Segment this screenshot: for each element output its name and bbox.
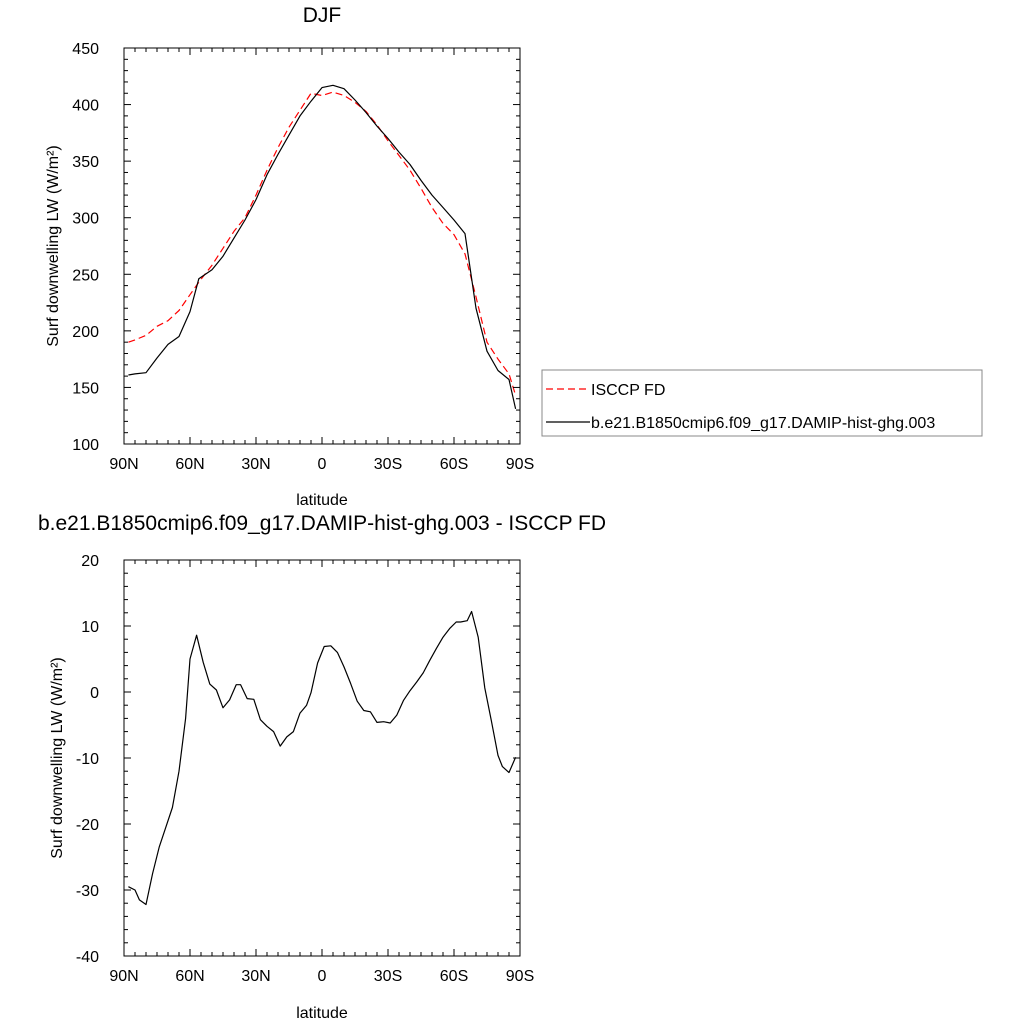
bottom-y-tick-label: 10 — [81, 619, 99, 636]
bottom-y-tick-label: -30 — [76, 883, 99, 900]
top-chart-title: DJF — [303, 4, 342, 27]
legend-label-isccp: ISCCP FD — [591, 382, 665, 399]
top-y-tick-label: 100 — [72, 437, 99, 454]
top-y-tick-label: 400 — [72, 98, 99, 115]
top-series-group — [128, 84, 517, 410]
bottom-x-tick-label: 60S — [440, 968, 468, 985]
top-x-axis-label: latitude — [296, 492, 348, 509]
bottom-y-axis-label: Surf downwelling LW (W/m²) — [49, 657, 66, 859]
bottom-series-line-0 — [128, 610, 517, 906]
top-series-line-0 — [128, 91, 517, 396]
bottom-series-group — [128, 610, 517, 906]
bottom-x-axis-label: latitude — [296, 1005, 348, 1022]
legend: ISCCP FD b.e21.B1850cmip6.f09_g17.DAMIP-… — [541, 369, 983, 437]
top-x-tick-label: 90N — [109, 456, 138, 473]
top-series-line-1 — [128, 84, 517, 410]
top-y-tick-label: 200 — [72, 324, 99, 341]
top-y-tick-label: 250 — [72, 267, 99, 284]
bottom-axes: 90N 60N 30N 0 30S 60S 90S -40 -30 -20 -10 0 10 20 — [76, 553, 534, 985]
top-x-tick-label: 30S — [374, 456, 402, 473]
bottom-y-tick-label: 20 — [81, 553, 99, 570]
top-y-axis-label: Surf downwelling LW (W/m²) — [45, 145, 62, 347]
bottom-x-tick-label: 60N — [175, 968, 204, 985]
top-x-tick-label: 60N — [175, 456, 204, 473]
top-x-tick-label: 30N — [241, 456, 270, 473]
top-y-tick-label: 450 — [72, 41, 99, 58]
top-y-tick-label: 300 — [72, 211, 99, 228]
top-panel: DJF 90N 60N 30N 0 30S 60S 90S 100 150 200 250 300 35… — [45, 4, 983, 509]
bottom-chart-title: b.e21.B1850cmip6.f09_g17.DAMIP-hist-ghg.… — [38, 512, 606, 535]
top-x-tick-label: 60S — [440, 456, 468, 473]
bottom-plot-frame — [123, 559, 521, 957]
bottom-panel: b.e21.B1850cmip6.f09_g17.DAMIP-hist-ghg.… — [38, 512, 606, 1022]
legend-label-model: b.e21.B1850cmip6.f09_g17.DAMIP-hist-ghg.… — [591, 415, 935, 432]
legend-box — [541, 369, 983, 437]
bottom-x-tick-label: 30N — [241, 968, 270, 985]
bottom-x-tick-label: 30S — [374, 968, 402, 985]
bottom-x-tick-label: 90S — [506, 968, 534, 985]
bottom-y-tick-label: 0 — [90, 685, 99, 702]
bottom-y-tick-label: -20 — [76, 817, 99, 834]
bottom-x-tick-label: 90N — [109, 968, 138, 985]
bottom-x-tick-label: 0 — [318, 968, 327, 985]
top-axes: 90N 60N 30N 0 30S 60S 90S 100 150 200 250 300 350 400… — [72, 41, 534, 473]
bottom-y-tick-label: -10 — [76, 751, 99, 768]
top-x-tick-label: 0 — [318, 456, 327, 473]
top-y-tick-label: 150 — [72, 380, 99, 397]
top-x-tick-label: 90S — [506, 456, 534, 473]
top-y-tick-label: 350 — [72, 154, 99, 171]
bottom-y-tick-label: -40 — [76, 949, 99, 966]
